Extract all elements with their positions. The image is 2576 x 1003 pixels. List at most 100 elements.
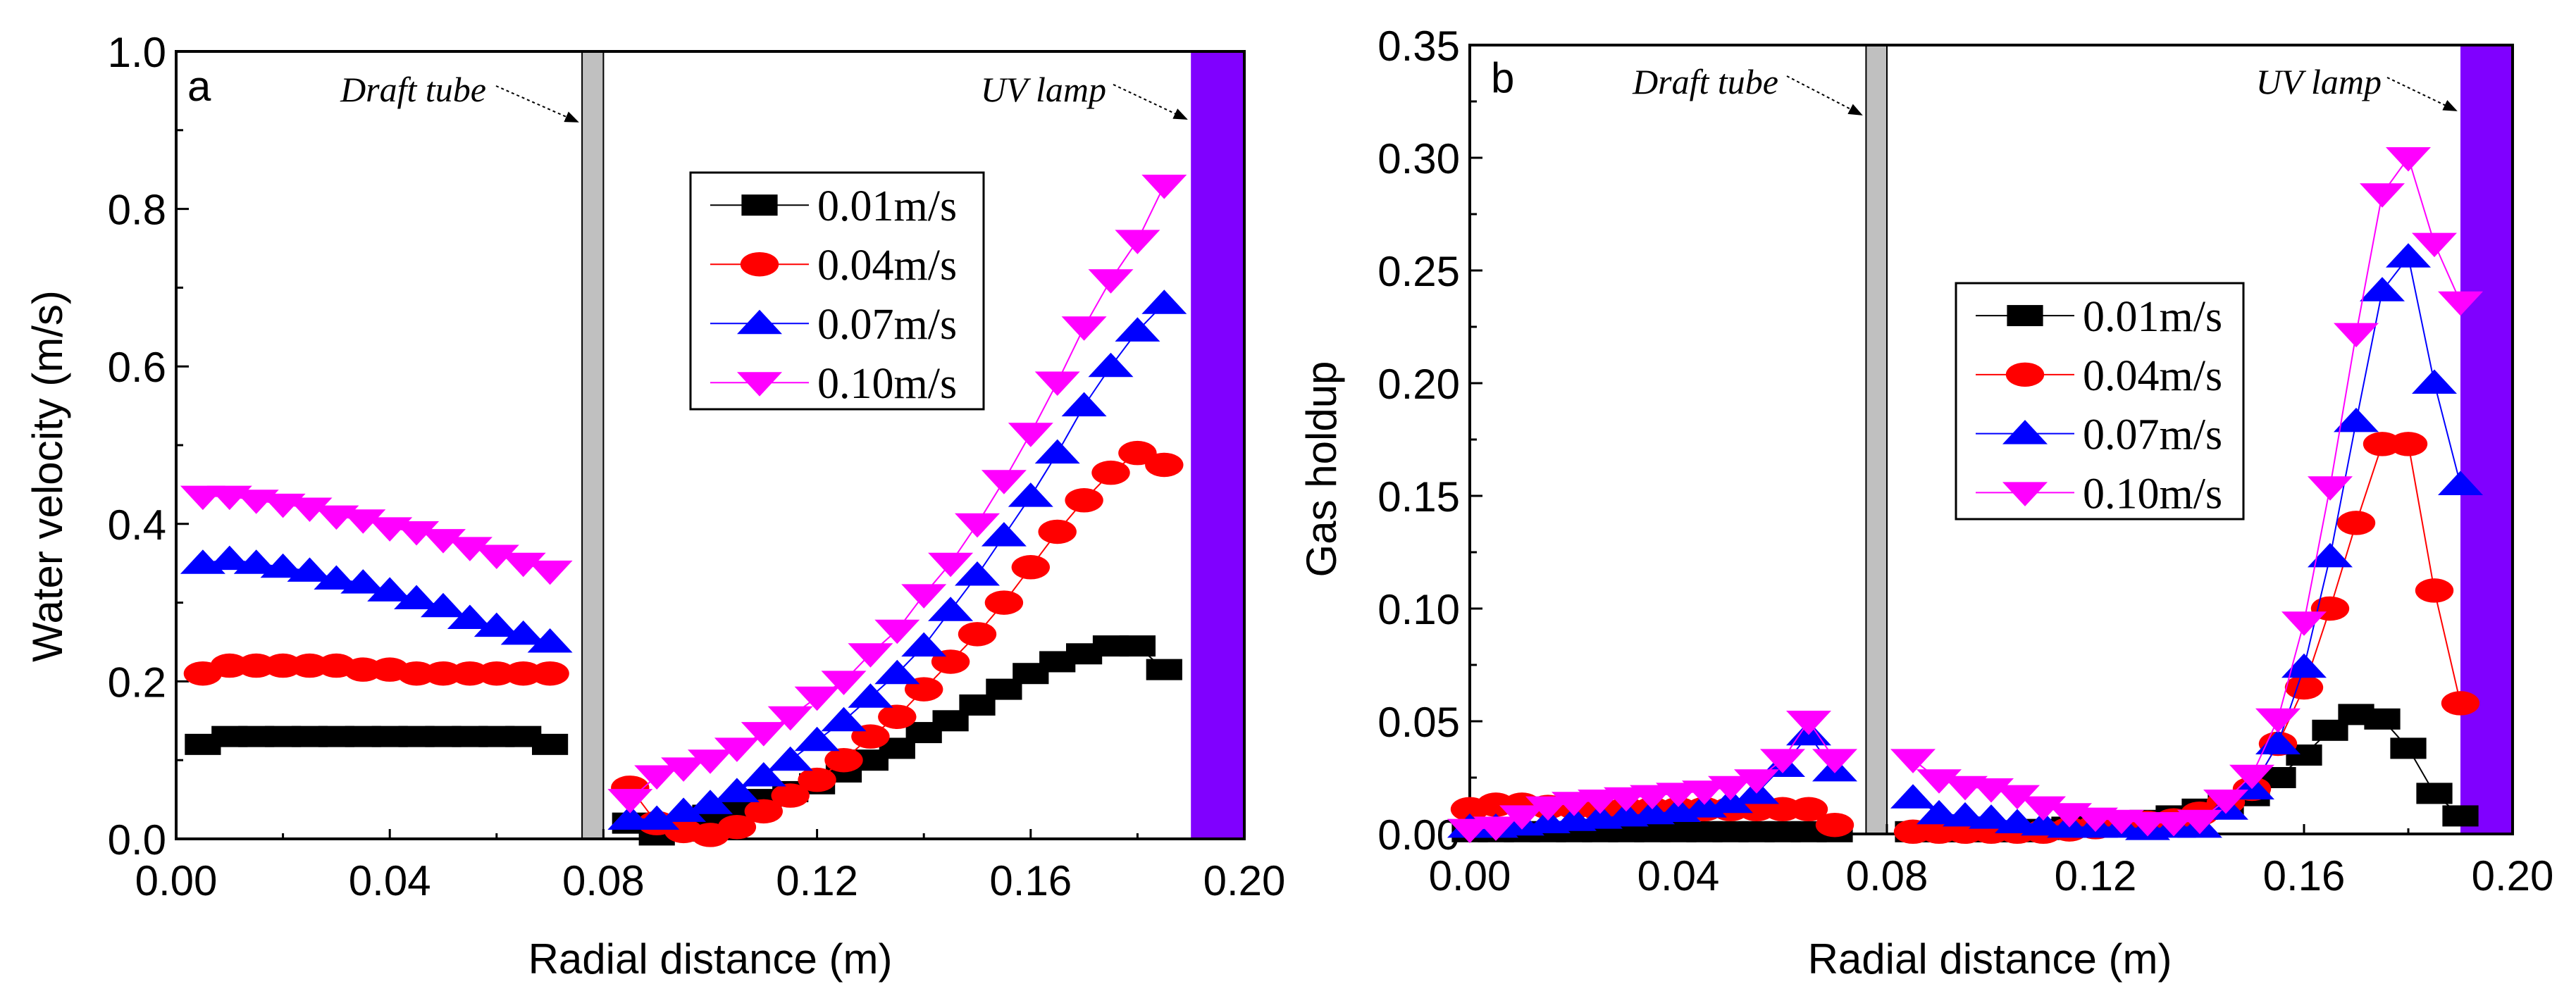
y-axis-label: Gas holdup: [1298, 361, 1345, 578]
data-point: [2438, 291, 2483, 316]
data-point: [314, 565, 359, 590]
legend-marker: [2002, 482, 2048, 506]
data-point: [206, 545, 252, 571]
data-point: [394, 585, 440, 610]
data-point: [848, 643, 893, 668]
data-point: [2386, 243, 2431, 268]
y-tick-label: 0.10: [1377, 586, 1460, 633]
data-point: [1682, 780, 1727, 805]
data-point: [287, 497, 333, 522]
data-point: [1890, 749, 1936, 773]
series-010ms: [1447, 147, 2483, 844]
uv-lamp-band: [1191, 51, 1244, 839]
data-point: [1786, 711, 1831, 735]
data-point: [1088, 269, 1134, 294]
data-point: [794, 726, 840, 752]
data-point: [958, 622, 997, 647]
panel-label: b: [1491, 54, 1514, 101]
x-tick-label: 0.00: [1429, 852, 1511, 899]
y-tick-label: 0.4: [108, 502, 166, 549]
data-point: [2412, 369, 2457, 394]
data-point: [1065, 488, 1103, 513]
data-point: [1088, 352, 1134, 378]
x-tick-label: 0.16: [989, 857, 1072, 904]
data-point: [1760, 749, 1805, 773]
data-point: [981, 470, 1027, 494]
data-point: [688, 790, 733, 814]
data-point: [901, 632, 947, 657]
legend-label: 0.01m/s: [817, 182, 957, 230]
data-point: [741, 722, 786, 747]
data-point: [1034, 371, 1080, 397]
data-point: [2360, 183, 2405, 208]
data-point: [473, 612, 519, 637]
legend-box: [1955, 282, 2245, 521]
data-point: [2284, 675, 2324, 700]
data-point: [340, 509, 386, 534]
y-tick-label: 0.20: [1377, 361, 1460, 408]
data-point: [2334, 323, 2379, 348]
data-point: [233, 549, 279, 574]
data-point: [344, 657, 383, 682]
legend-marker: [737, 309, 782, 335]
data-point: [1038, 519, 1077, 544]
x-tick-label: 0.16: [2263, 852, 2346, 899]
x-tick-label: 0.04: [349, 857, 431, 904]
data-point: [1141, 175, 1187, 199]
draft-tube-annotation: Draft tube: [340, 70, 486, 109]
draft-tube-arrow: [495, 85, 579, 123]
legend-label: 0.01m/s: [2083, 293, 2222, 341]
data-point: [2441, 691, 2480, 716]
legend-label: 0.07m/s: [2083, 411, 2222, 459]
data-point: [423, 661, 463, 686]
legend: 0.01m/s 0.04m/s 0.07m/s 0.10m/s: [1955, 282, 2245, 521]
legend-label: 0.04m/s: [2083, 352, 2222, 400]
x-tick-label: 0.08: [1846, 852, 1928, 899]
data-point: [2203, 790, 2248, 814]
draft-tube-band: [1865, 44, 1888, 835]
data-point: [421, 592, 466, 618]
data-point: [1734, 769, 1779, 794]
data-point: [794, 686, 840, 711]
data-point: [874, 659, 920, 685]
y-tick-label: 0.35: [1377, 23, 1460, 70]
data-point: [634, 765, 680, 790]
data-point: [532, 733, 569, 755]
data-point: [874, 619, 920, 644]
data-point: [473, 544, 519, 570]
data-point: [1890, 784, 1936, 809]
data-point: [527, 628, 573, 653]
series-004ms: [183, 440, 1184, 847]
data-point: [771, 783, 810, 808]
data-point: [928, 597, 974, 621]
legend-label: 0.10m/s: [2083, 470, 2222, 518]
legend-marker: [2005, 362, 2045, 387]
uv-lamp-arrow: [1113, 84, 1188, 120]
y-tick-label: 0.30: [1377, 135, 1460, 182]
data-point: [1708, 788, 1753, 814]
data-point: [1499, 805, 1544, 830]
x-tick-label: 0.20: [1203, 857, 1286, 904]
data-point: [607, 789, 653, 814]
legend-label: 0.04m/s: [817, 242, 957, 289]
data-point: [504, 661, 543, 686]
x-tick-label: 0.08: [562, 857, 645, 904]
data-point: [1789, 797, 1828, 822]
x-axis-label: Radial distance (m): [528, 935, 893, 983]
data-point: [717, 814, 757, 840]
data-point: [1119, 635, 1156, 657]
data-point: [2281, 653, 2327, 678]
data-point: [661, 797, 707, 822]
data-point: [237, 653, 275, 678]
data-point: [2177, 809, 2222, 835]
data-point: [901, 584, 947, 609]
data-point: [955, 561, 1000, 586]
data-point: [2281, 611, 2327, 636]
data-point: [1061, 316, 1107, 341]
x-tick-label: 0.20: [2472, 852, 2554, 899]
y-tick-label: 0.6: [108, 344, 166, 391]
x-tick-label: 0.12: [2055, 852, 2137, 899]
y-tick-label: 0.0: [108, 816, 166, 864]
data-point: [1091, 460, 1130, 485]
data-point: [1115, 230, 1160, 254]
